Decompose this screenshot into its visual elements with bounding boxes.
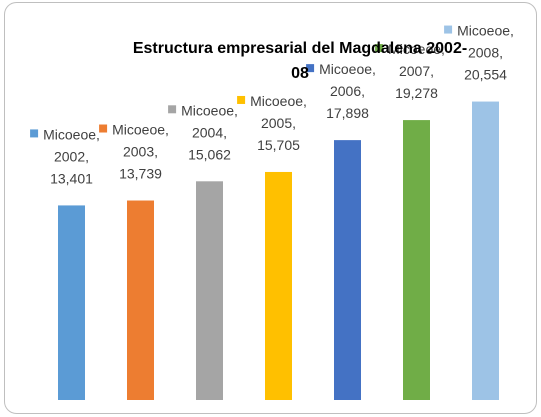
data-label: 2005,	[261, 115, 296, 131]
bar	[334, 140, 361, 400]
separator: ,	[303, 93, 307, 109]
separator: ,	[510, 23, 514, 39]
data-label: 17,898	[326, 105, 369, 121]
data-label: Micoeoe,	[388, 41, 445, 57]
legend-key	[306, 64, 315, 73]
data-label: Micoeoe,	[457, 23, 514, 39]
category-label: 2008	[468, 45, 499, 61]
category-label: 2005	[261, 115, 292, 131]
series-name: Micoeoe	[457, 23, 510, 39]
legend-key	[99, 124, 108, 133]
data-label: 2003,	[123, 144, 158, 160]
separator: ,	[154, 144, 158, 160]
data-label: 2008,	[468, 45, 503, 61]
category-label: 2004	[192, 124, 223, 140]
data-label: 2004,	[192, 124, 227, 140]
data-label: 2007,	[399, 63, 434, 79]
category-label: 2003	[123, 144, 154, 160]
value-label: 15,705	[257, 137, 300, 153]
separator: ,	[430, 63, 434, 79]
bar	[265, 171, 292, 400]
series-name: Micoeoe	[388, 41, 441, 57]
value-label: 17,898	[326, 105, 369, 121]
data-label: 13,739	[119, 166, 162, 182]
category-label: 2007	[399, 63, 430, 79]
legend-key	[237, 95, 246, 104]
data-label: 15,705	[257, 137, 300, 153]
series-name: Micoeoe	[319, 61, 372, 77]
separator: ,	[85, 148, 89, 164]
category-label: 2002	[54, 148, 85, 164]
data-label: 13,401	[50, 170, 93, 186]
value-label: 19,278	[395, 85, 438, 101]
separator: ,	[292, 115, 296, 131]
value-label: 13,401	[50, 170, 93, 186]
data-label: 19,278	[395, 85, 438, 101]
separator: ,	[499, 45, 503, 61]
data-label: Micoeoe,	[319, 61, 376, 77]
bar	[403, 120, 430, 401]
data-label: 20,554	[464, 67, 507, 83]
data-label: Micoeoe,	[112, 122, 169, 138]
separator: ,	[361, 83, 365, 99]
data-label: Micoeoe,	[43, 126, 100, 142]
series-name: Micoeoe	[250, 93, 303, 109]
separator: ,	[441, 41, 445, 57]
separator: ,	[165, 122, 169, 138]
legend-key	[375, 44, 384, 53]
separator: ,	[234, 102, 238, 118]
legend-key	[168, 105, 177, 114]
bar	[472, 101, 499, 401]
bar	[58, 205, 85, 400]
data-label: Micoeoe,	[181, 102, 238, 118]
separator: ,	[372, 61, 376, 77]
data-label: 2006,	[330, 83, 365, 99]
bar	[196, 181, 223, 400]
value-label: 20,554	[464, 67, 507, 83]
series-name: Micoeoe	[43, 126, 96, 142]
separator: ,	[96, 126, 100, 142]
value-label: 15,062	[188, 146, 231, 162]
series-name: Micoeoe	[181, 102, 234, 118]
data-label: Micoeoe,	[250, 93, 307, 109]
separator: ,	[223, 124, 227, 140]
value-label: 13,739	[119, 166, 162, 182]
chart-title: Estructura empresarial del Magdalena 200…	[132, 40, 468, 82]
series-name: Micoeoe	[112, 122, 165, 138]
legend-key	[444, 25, 453, 34]
data-label: 2002,	[54, 148, 89, 164]
category-label: 2006	[330, 83, 361, 99]
data-label: 15,062	[188, 146, 231, 162]
bar	[127, 200, 154, 400]
legend-key	[30, 129, 39, 138]
